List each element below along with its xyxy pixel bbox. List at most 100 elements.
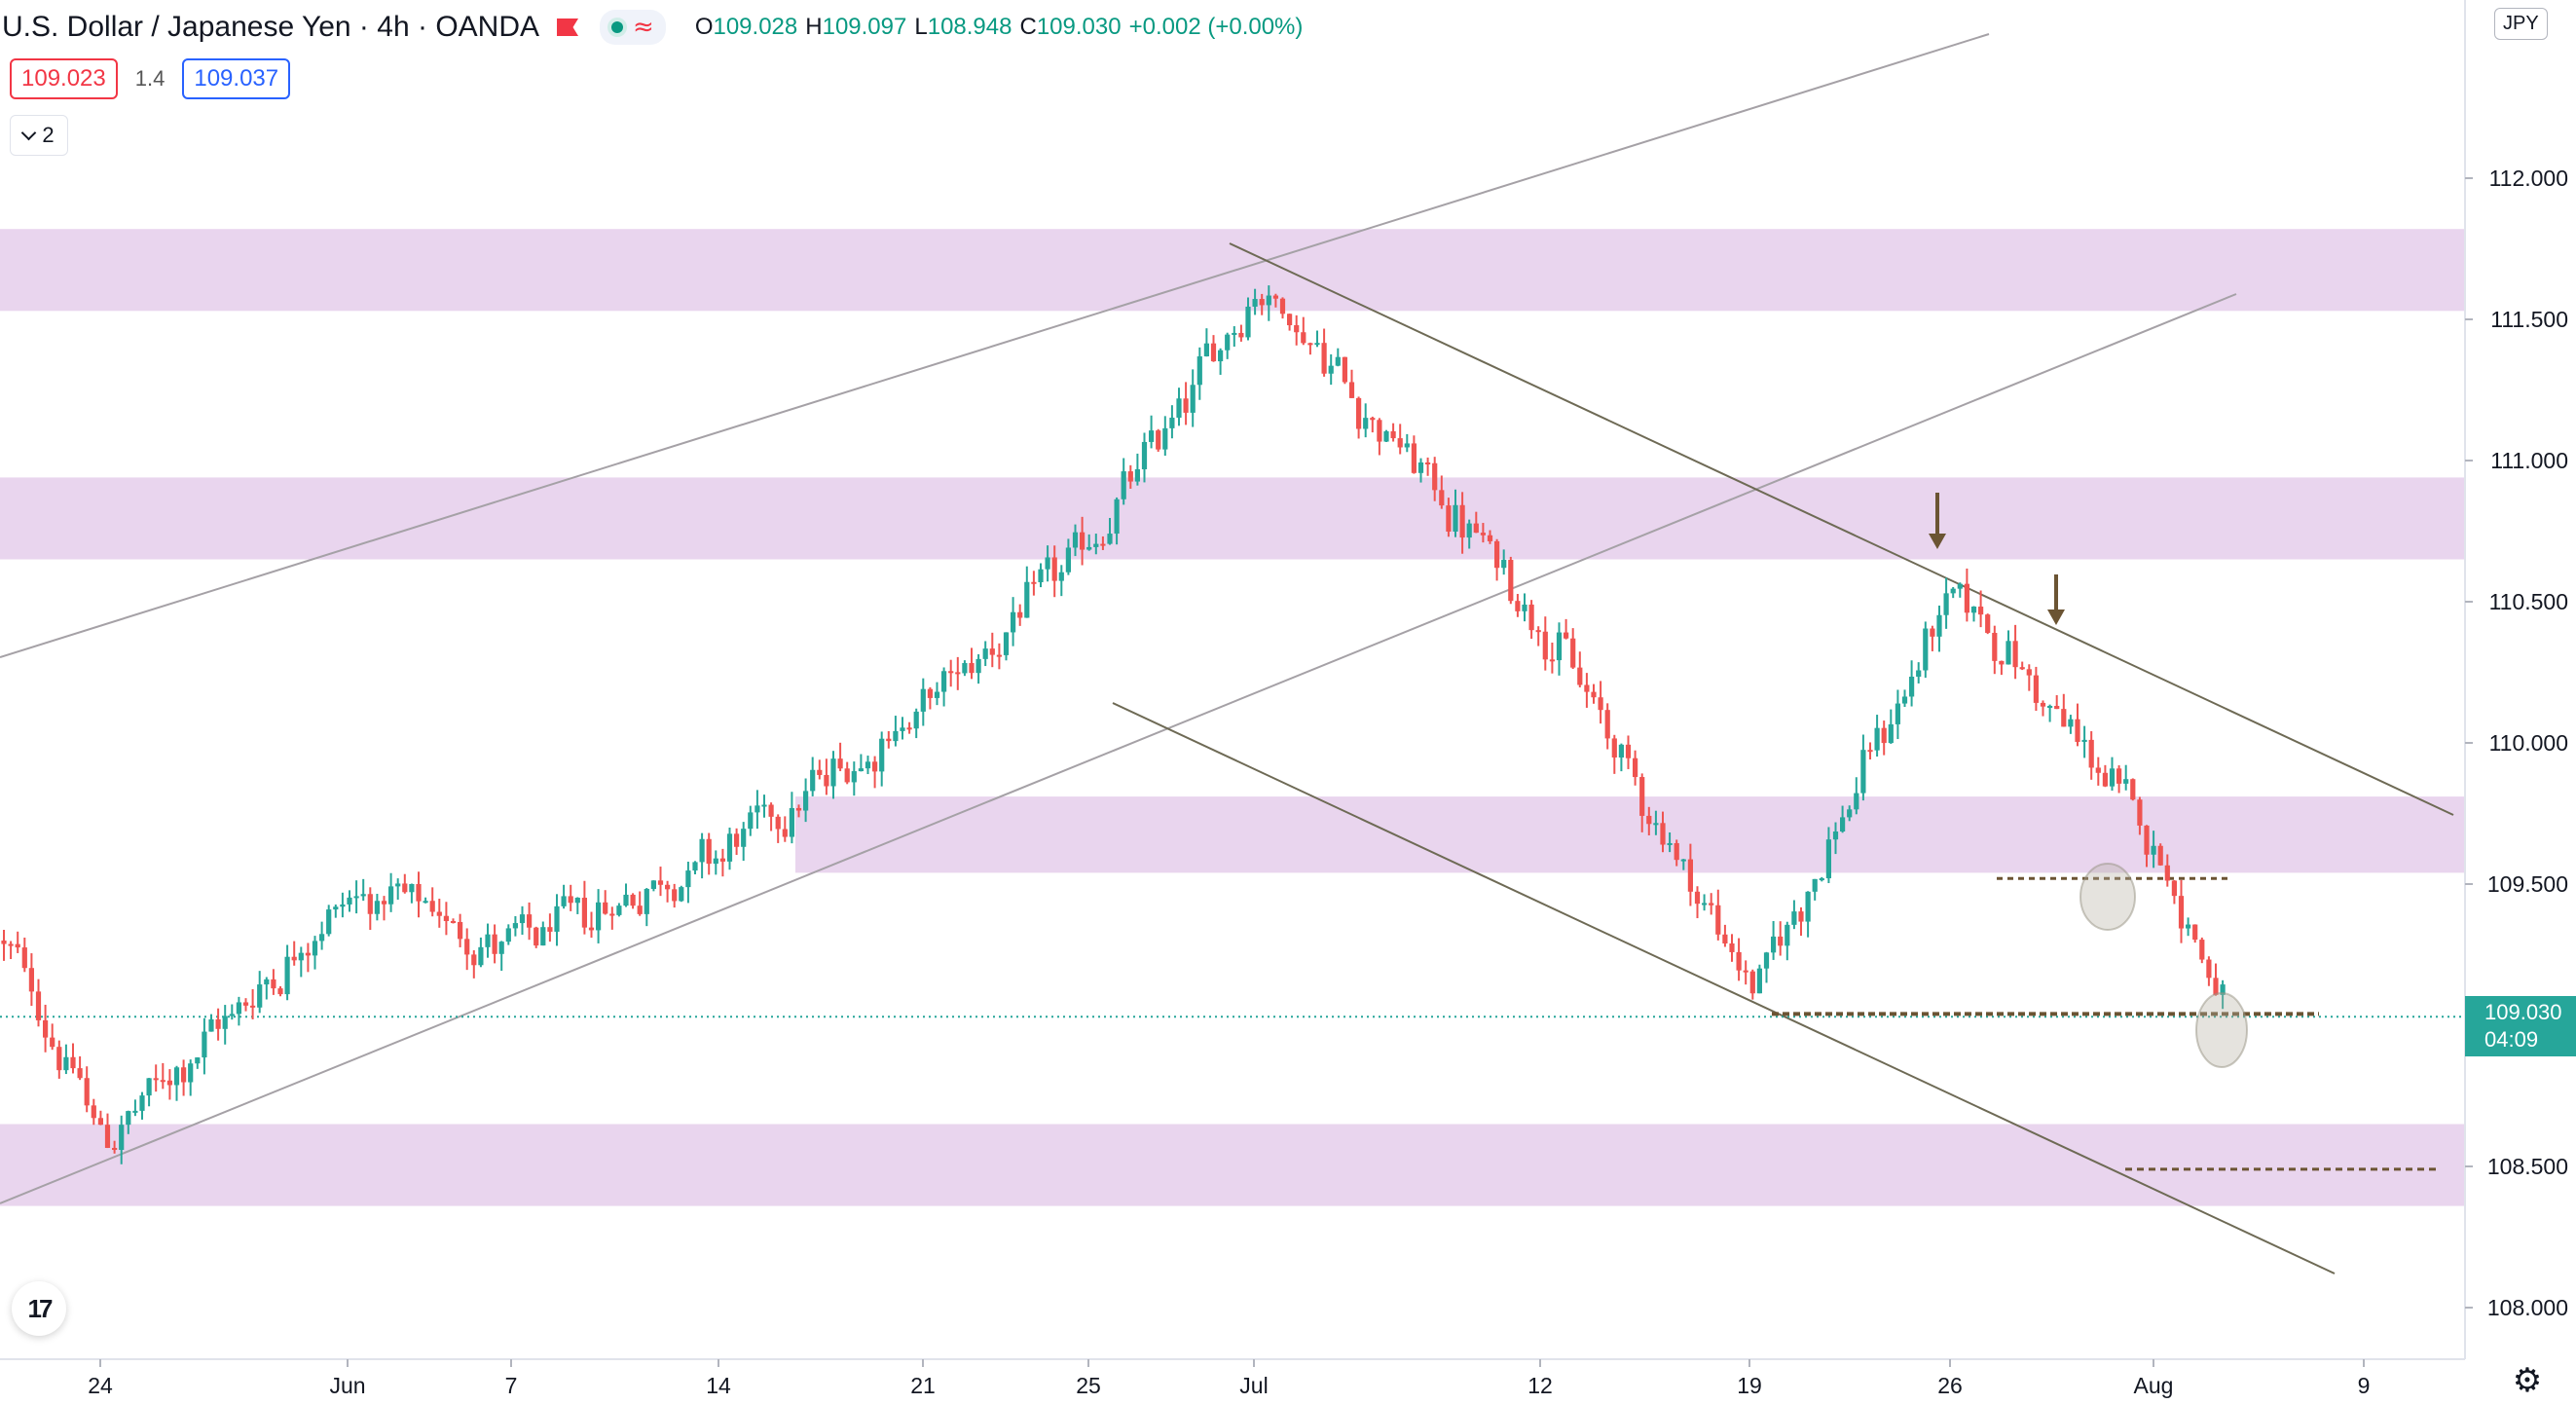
candle-body	[395, 883, 401, 887]
candle	[1522, 593, 1527, 622]
candle-body	[1356, 397, 1362, 429]
market-status-pill[interactable]: ≈	[600, 10, 666, 45]
candle	[1604, 703, 1610, 750]
gear-icon[interactable]: ⚙	[2512, 1361, 2543, 1400]
candle-body	[512, 923, 518, 929]
candle-body	[2068, 719, 2074, 727]
candle	[1501, 549, 1507, 575]
candle	[173, 1065, 180, 1101]
candle-body	[1218, 350, 1224, 362]
candle	[1528, 600, 1534, 640]
symbol-title[interactable]: U.S. Dollar / Japanese Yen · 4h · OANDA	[2, 11, 540, 43]
candle-body	[810, 769, 816, 792]
candle-body	[1494, 540, 1500, 569]
candle	[1694, 886, 1701, 919]
candle-body	[50, 1037, 55, 1048]
candle	[955, 656, 961, 690]
candle-body	[824, 774, 829, 787]
candle	[679, 885, 684, 903]
candle-body	[2006, 641, 2011, 665]
indicators-toggle-button[interactable]: 2	[10, 115, 68, 156]
candle	[2116, 765, 2122, 794]
candle	[726, 828, 733, 870]
flag-icon[interactable]	[557, 18, 578, 36]
candle-body	[77, 1068, 83, 1079]
tradingview-logo-icon[interactable]: 17	[12, 1281, 66, 1336]
candle-body	[423, 901, 428, 904]
candle-body	[637, 905, 643, 914]
candle	[2199, 937, 2205, 964]
candle	[775, 814, 781, 843]
sell-button[interactable]: 109.023	[10, 58, 118, 99]
candle-body	[173, 1067, 180, 1086]
candle-body	[1348, 382, 1355, 398]
candle-body	[1611, 738, 1617, 758]
arrow-head	[1929, 534, 1946, 549]
candle	[1218, 348, 1224, 375]
currency-button[interactable]: JPY	[2494, 8, 2548, 40]
candle-body	[277, 988, 283, 995]
candle	[609, 906, 615, 930]
candle-body	[1860, 750, 1866, 794]
candle	[91, 1098, 96, 1126]
time-axis[interactable]: 24 Jun 7 14 21 25 Jul 12 19 26 Aug 9	[0, 1358, 2465, 1404]
candle-body	[962, 663, 968, 674]
candle-body	[975, 658, 981, 674]
candle	[1999, 660, 2005, 676]
candle-body	[458, 921, 463, 940]
candle-body	[1556, 632, 1563, 661]
candle	[126, 1110, 131, 1134]
candle-body	[1466, 523, 1472, 538]
candle-body	[574, 898, 580, 904]
candle-body	[229, 1014, 235, 1016]
candle-body	[429, 901, 435, 912]
candle	[1107, 517, 1113, 545]
candle	[1272, 293, 1278, 308]
candle-body	[1564, 632, 1569, 639]
candle	[2137, 796, 2143, 835]
candle	[1923, 621, 1929, 679]
candle	[305, 942, 311, 973]
time-tick-label: 14	[706, 1373, 731, 1398]
candle	[616, 903, 622, 917]
candle	[1466, 519, 1472, 549]
candle-body	[650, 880, 656, 889]
current-price-label: 109.030 04:09	[2465, 996, 2576, 1056]
candle-body	[1252, 299, 1258, 307]
time-tick-label: 7	[505, 1373, 518, 1398]
candle-body	[920, 688, 926, 712]
buy-button[interactable]: 109.037	[182, 58, 291, 99]
candle	[1093, 534, 1099, 555]
candle-body	[2164, 865, 2170, 881]
candle	[810, 757, 816, 796]
candle	[872, 756, 878, 789]
candle	[222, 1005, 228, 1045]
candle	[1756, 964, 1762, 994]
candle	[886, 730, 892, 749]
candle-body	[872, 761, 878, 772]
candle	[1127, 464, 1133, 489]
candle-body	[166, 1080, 172, 1086]
candle-body	[1549, 659, 1555, 662]
candle	[50, 1023, 55, 1051]
candle	[512, 915, 518, 937]
candle	[1383, 429, 1389, 443]
candle	[803, 778, 809, 823]
candle	[104, 1113, 111, 1149]
candle	[1051, 545, 1057, 598]
candle	[2144, 825, 2150, 868]
arrow-head	[2047, 610, 2065, 625]
candle-body	[1011, 611, 1016, 633]
candle-body	[719, 858, 725, 862]
candle-body	[1439, 490, 1445, 506]
price-axis[interactable]: 112.000 111.500 111.000 110.500 110.000 109.5…	[2464, 0, 2576, 1404]
candle-body	[1854, 793, 1859, 810]
bar-countdown: 04:09	[2484, 1027, 2539, 1052]
candle-body	[1328, 365, 1334, 374]
candle-body	[1383, 430, 1389, 442]
candle	[1121, 458, 1126, 505]
candle	[416, 871, 422, 918]
candle	[913, 708, 919, 739]
candle-body	[1702, 903, 1708, 905]
